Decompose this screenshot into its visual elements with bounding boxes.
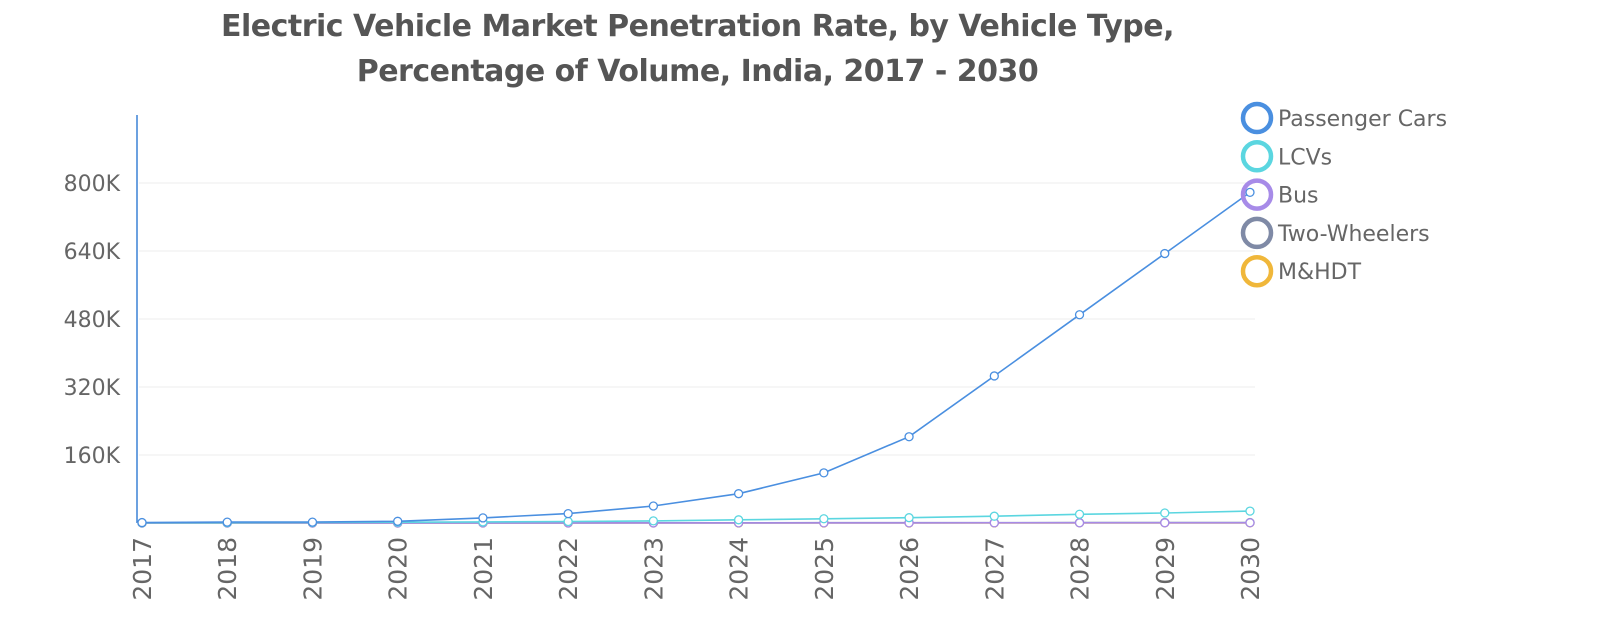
y-tick-label: 320K: [64, 376, 121, 401]
legend-item-two-wheelers: Two-Wheelers: [1240, 216, 1430, 250]
chart-title: Electric Vehicle Market Penetration Rate…: [0, 4, 1395, 94]
data-point: [1245, 187, 1255, 198]
legend-item-passenger-cars: Passenger Cars: [1240, 101, 1447, 135]
data-point: [733, 489, 744, 499]
data-point: [1245, 518, 1255, 528]
data-point: [904, 513, 914, 523]
data-point: [1074, 310, 1085, 320]
legend-marker: [1240, 178, 1274, 211]
gridlines: [139, 182, 1255, 456]
legend-item-lcvs: LCVs: [1240, 140, 1332, 173]
legend-label: Passenger Cars: [1278, 107, 1447, 132]
x-tick-label: 2020: [384, 537, 413, 601]
legend-marker: [1240, 140, 1274, 173]
data-point: [819, 514, 829, 524]
legend-marker: [1240, 216, 1274, 250]
legend-label: M&HDT: [1278, 260, 1362, 285]
x-tick-label: 2026: [895, 537, 924, 601]
y-tick-label: 480K: [64, 308, 121, 333]
x-tick-label: 2024: [725, 537, 754, 601]
data-point: [904, 432, 914, 442]
data-point: [1160, 248, 1170, 259]
data-point: [393, 516, 403, 526]
legend-label: Two-Wheelers: [1277, 222, 1430, 247]
data-point: [1245, 506, 1255, 516]
legend-marker: [1240, 101, 1274, 135]
y-tick-label: 160K: [64, 444, 121, 469]
x-tick-label: 2025: [810, 537, 839, 601]
x-tick-label: 2021: [469, 537, 498, 601]
x-tick-label: 2017: [128, 537, 157, 601]
legend-label: LCVs: [1278, 145, 1332, 170]
data-point: [1074, 509, 1085, 519]
legend-item-bus: Bus: [1240, 178, 1319, 211]
data-point: [137, 517, 147, 528]
data-point: [222, 517, 232, 527]
data-point: [989, 371, 999, 381]
legend-label: Bus: [1278, 184, 1319, 209]
x-tick-label: 2029: [1151, 537, 1180, 601]
data-point: [1160, 508, 1170, 518]
data-point: [648, 501, 659, 511]
y-tick-label: 800K: [64, 172, 121, 197]
data-point: [733, 515, 744, 525]
x-axis-ticks: 2017 2018 2019 2020 2021 2022 2023 2024 2025 2026…: [128, 537, 1265, 601]
data-point: [1160, 518, 1170, 528]
legend: Passenger Cars LCVs Bus Two-Wheelers M&HDT: [1240, 101, 1447, 288]
series-lcvs: [137, 506, 1255, 528]
y-tick-label: 640K: [64, 240, 121, 265]
series-passenger-cars: [137, 187, 1255, 528]
data-point: [563, 516, 573, 527]
data-point: [1074, 518, 1085, 528]
data-point: [819, 468, 829, 478]
data-point: [648, 516, 659, 526]
data-point: [563, 509, 573, 519]
data-point: [478, 513, 488, 523]
chart-title-line-1: Electric Vehicle Market Penetration Rate…: [220, 9, 1175, 44]
series-line: [141, 191, 1251, 524]
y-axis-ticks: 160K 320K 480K 640K 800K: [64, 172, 121, 469]
legend-marker: [1240, 254, 1274, 288]
x-tick-label: 2030: [1236, 537, 1265, 601]
x-tick-label: 2028: [1066, 537, 1095, 601]
x-tick-label: 2018: [213, 537, 242, 601]
chart-title-line-2: Percentage of Volume, India, 2017 - 2030: [356, 54, 1039, 89]
data-point: [989, 511, 999, 521]
data-point: [307, 517, 318, 527]
legend-item-m-hdt: M&HDT: [1240, 254, 1362, 288]
x-tick-label: 2022: [554, 537, 583, 601]
x-tick-label: 2027: [980, 537, 1009, 601]
series-lines: [137, 187, 1255, 528]
x-tick-label: 2023: [639, 537, 668, 601]
x-tick-label: 2019: [298, 537, 327, 601]
